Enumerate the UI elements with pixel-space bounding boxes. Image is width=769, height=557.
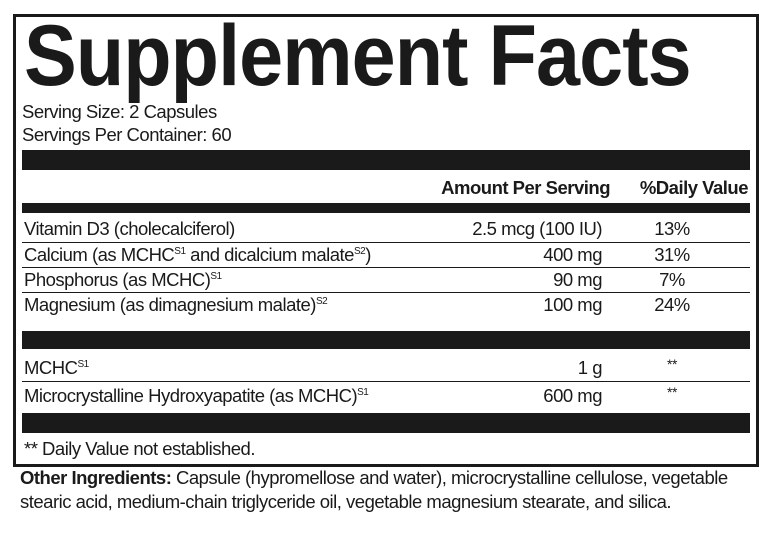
nutrient-name: Magnesium (as dimagnesium malate)S2 bbox=[24, 294, 328, 315]
nutrient-name: Vitamin D3 (cholecalciferol) bbox=[24, 218, 235, 239]
nutrient-dv: 7% bbox=[659, 269, 685, 290]
footnote: ** Daily Value not established. bbox=[24, 438, 255, 459]
divider-bar bbox=[22, 203, 750, 213]
row-divider bbox=[22, 292, 750, 293]
amount-header: Amount Per Serving bbox=[441, 177, 610, 198]
row-divider bbox=[22, 381, 750, 382]
row-divider bbox=[22, 267, 750, 268]
nutrient-amount: 2.5 mcg (100 IU) bbox=[472, 218, 602, 239]
divider-bar bbox=[22, 150, 750, 170]
supplement-facts-panel: Supplement Facts Serving Size: 2 Capsule… bbox=[13, 8, 759, 467]
nutrient-name: MCHCS1 bbox=[24, 357, 89, 378]
nutrient-dv: ** bbox=[667, 384, 677, 400]
table-row: MCHCS1 1 g ** bbox=[22, 356, 750, 380]
column-header-row: Amount Per Serving %Daily Value bbox=[22, 176, 750, 200]
table-row: Magnesium (as dimagnesium malate)S2 100 … bbox=[22, 293, 750, 317]
nutrient-name: Microcrystalline Hydroxyapatite (as MCHC… bbox=[24, 385, 369, 406]
nutrient-name: Calcium (as MCHCS1 and dicalcium malateS… bbox=[24, 244, 371, 265]
divider-bar bbox=[22, 331, 750, 349]
other-ingredients-text: Capsule (hypromellose and water), microc… bbox=[20, 467, 728, 512]
nutrient-dv: ** bbox=[667, 356, 677, 372]
daily-value-header: %Daily Value bbox=[639, 177, 749, 198]
table-row: Phosphorus (as MCHC)S1 90 mg 7% bbox=[22, 268, 750, 292]
nutrient-amount: 90 mg bbox=[553, 269, 602, 290]
nutrient-name: Phosphorus (as MCHC)S1 bbox=[24, 269, 222, 290]
table-row: Calcium (as MCHCS1 and dicalcium malateS… bbox=[22, 243, 750, 267]
servings-per-container: Servings Per Container: 60 bbox=[22, 124, 232, 145]
table-row: Microcrystalline Hydroxyapatite (as MCHC… bbox=[22, 384, 750, 408]
nutrient-amount: 600 mg bbox=[543, 385, 602, 406]
serving-size: Serving Size: 2 Capsules bbox=[22, 101, 217, 122]
other-ingredients: Other Ingredients: Capsule (hypromellose… bbox=[20, 466, 760, 514]
nutrient-amount: 100 mg bbox=[543, 294, 602, 315]
nutrient-amount: 1 g bbox=[577, 357, 603, 378]
divider-bar bbox=[22, 413, 750, 433]
panel-title: Supplement Facts bbox=[24, 8, 692, 104]
row-divider bbox=[22, 242, 750, 243]
nutrient-dv: 13% bbox=[654, 218, 690, 239]
other-ingredients-label: Other Ingredients: bbox=[20, 467, 172, 488]
nutrient-dv: 31% bbox=[654, 244, 690, 265]
nutrient-amount: 400 mg bbox=[543, 244, 602, 265]
nutrient-dv: 24% bbox=[654, 294, 690, 315]
table-row: Vitamin D3 (cholecalciferol) 2.5 mcg (10… bbox=[22, 217, 750, 241]
